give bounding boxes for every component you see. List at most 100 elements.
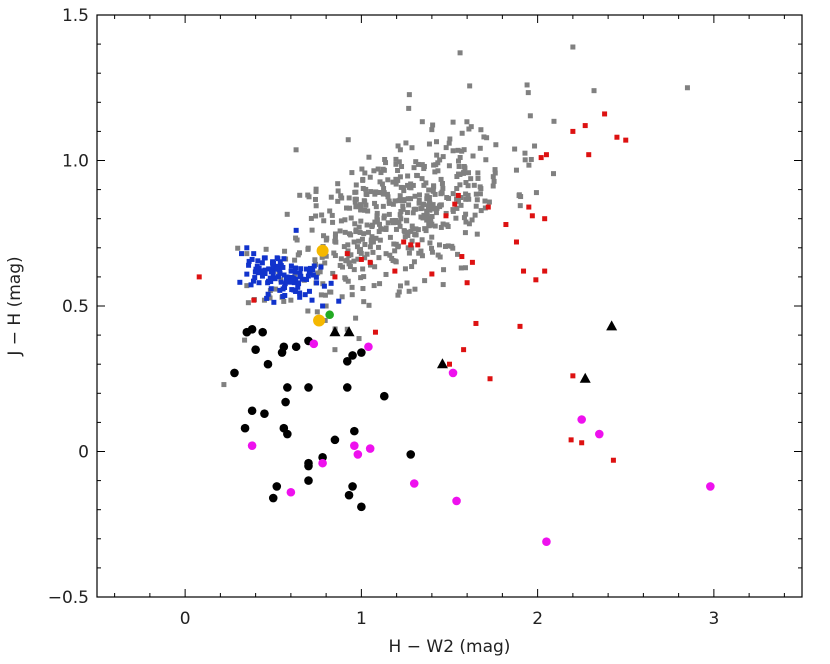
gray-point [421,182,427,188]
gray-point [332,231,338,237]
gray-point [409,145,415,151]
gray-point [463,211,469,217]
red-point [447,361,452,367]
gray-point [348,215,354,221]
blue-point [270,265,276,271]
gray-point [404,280,410,286]
red-point [542,216,548,222]
gray-point [431,183,437,189]
gray-point [393,161,399,167]
gray-point [367,244,373,250]
gray-point [419,119,425,125]
gray-point [338,218,344,224]
gray-point [385,220,391,226]
gray-point [470,153,476,159]
gray-point [475,175,481,181]
gray-point [369,234,375,240]
gray-point [407,184,413,190]
blue-point [262,271,268,277]
gray-point [324,235,330,241]
gray-point [482,205,488,211]
gray-point [426,187,432,193]
black-point [342,383,352,392]
red-point [487,376,493,382]
black-point [260,409,269,418]
gray-point [532,143,538,149]
gray-point [432,169,438,175]
gray-point [459,130,465,136]
gray-point [338,256,344,262]
gray-point [395,244,401,250]
gray-point [414,172,420,178]
gray-point [440,154,446,160]
blue-point [303,266,309,272]
gray-point [473,191,479,197]
blue-point [265,291,271,297]
gray-point [477,191,483,197]
gray-point [347,231,353,237]
red-point [529,213,535,219]
gray-point [469,217,475,223]
black-triangles-point [579,372,591,383]
blue-point [310,267,316,273]
gray-point [570,44,576,50]
gray-point [424,217,430,223]
blue-point [298,273,304,279]
gray-point [411,259,417,265]
gray-point [335,188,341,194]
gray-point [424,213,430,219]
red-point [521,268,527,274]
gray-point [475,170,481,176]
gray-point [385,177,391,183]
gray-point [263,246,269,252]
black-point [247,324,257,334]
gray-point [456,158,462,164]
gray-point [353,229,359,235]
gray-point [397,147,403,153]
gray-point [406,202,412,208]
gray-point [353,182,359,188]
gray-point [323,303,329,309]
gray-point [435,168,441,174]
black-point [258,327,267,337]
gray-point [386,198,392,204]
gray-point [484,135,490,141]
blue-point [282,284,288,290]
gray-point [463,219,469,225]
gray-point [471,182,477,188]
gray-point [418,214,424,220]
magenta-point [365,444,375,453]
gray-point [450,119,456,125]
black-point [379,391,389,401]
orange-point [316,244,329,257]
gray-point [362,255,368,261]
gray-point [395,177,401,183]
gray-point [443,145,449,151]
blue-point [253,266,259,272]
gray-point [332,234,338,240]
gray-point [516,192,522,198]
black-point [247,406,257,416]
gray-point [424,208,430,214]
gray-point [457,171,463,177]
gray-point [522,157,528,163]
gray-point [397,197,403,203]
magenta-point [706,482,715,491]
gray-point [512,146,518,152]
gray-point [333,239,339,245]
blue-point [280,264,286,270]
data-marks [196,44,715,547]
gray-point [450,208,456,214]
gray-point [294,237,300,243]
gray-point [328,194,334,200]
y-tick-label: 1.5 [62,6,89,26]
blue-point [278,279,284,285]
gray-point [390,201,396,207]
magenta-point [577,415,586,424]
blue-point [275,274,281,280]
gray-point [430,122,436,128]
gray-point [349,170,355,176]
blue-point [321,283,327,289]
gray-point [389,218,395,224]
red-point [401,239,407,245]
